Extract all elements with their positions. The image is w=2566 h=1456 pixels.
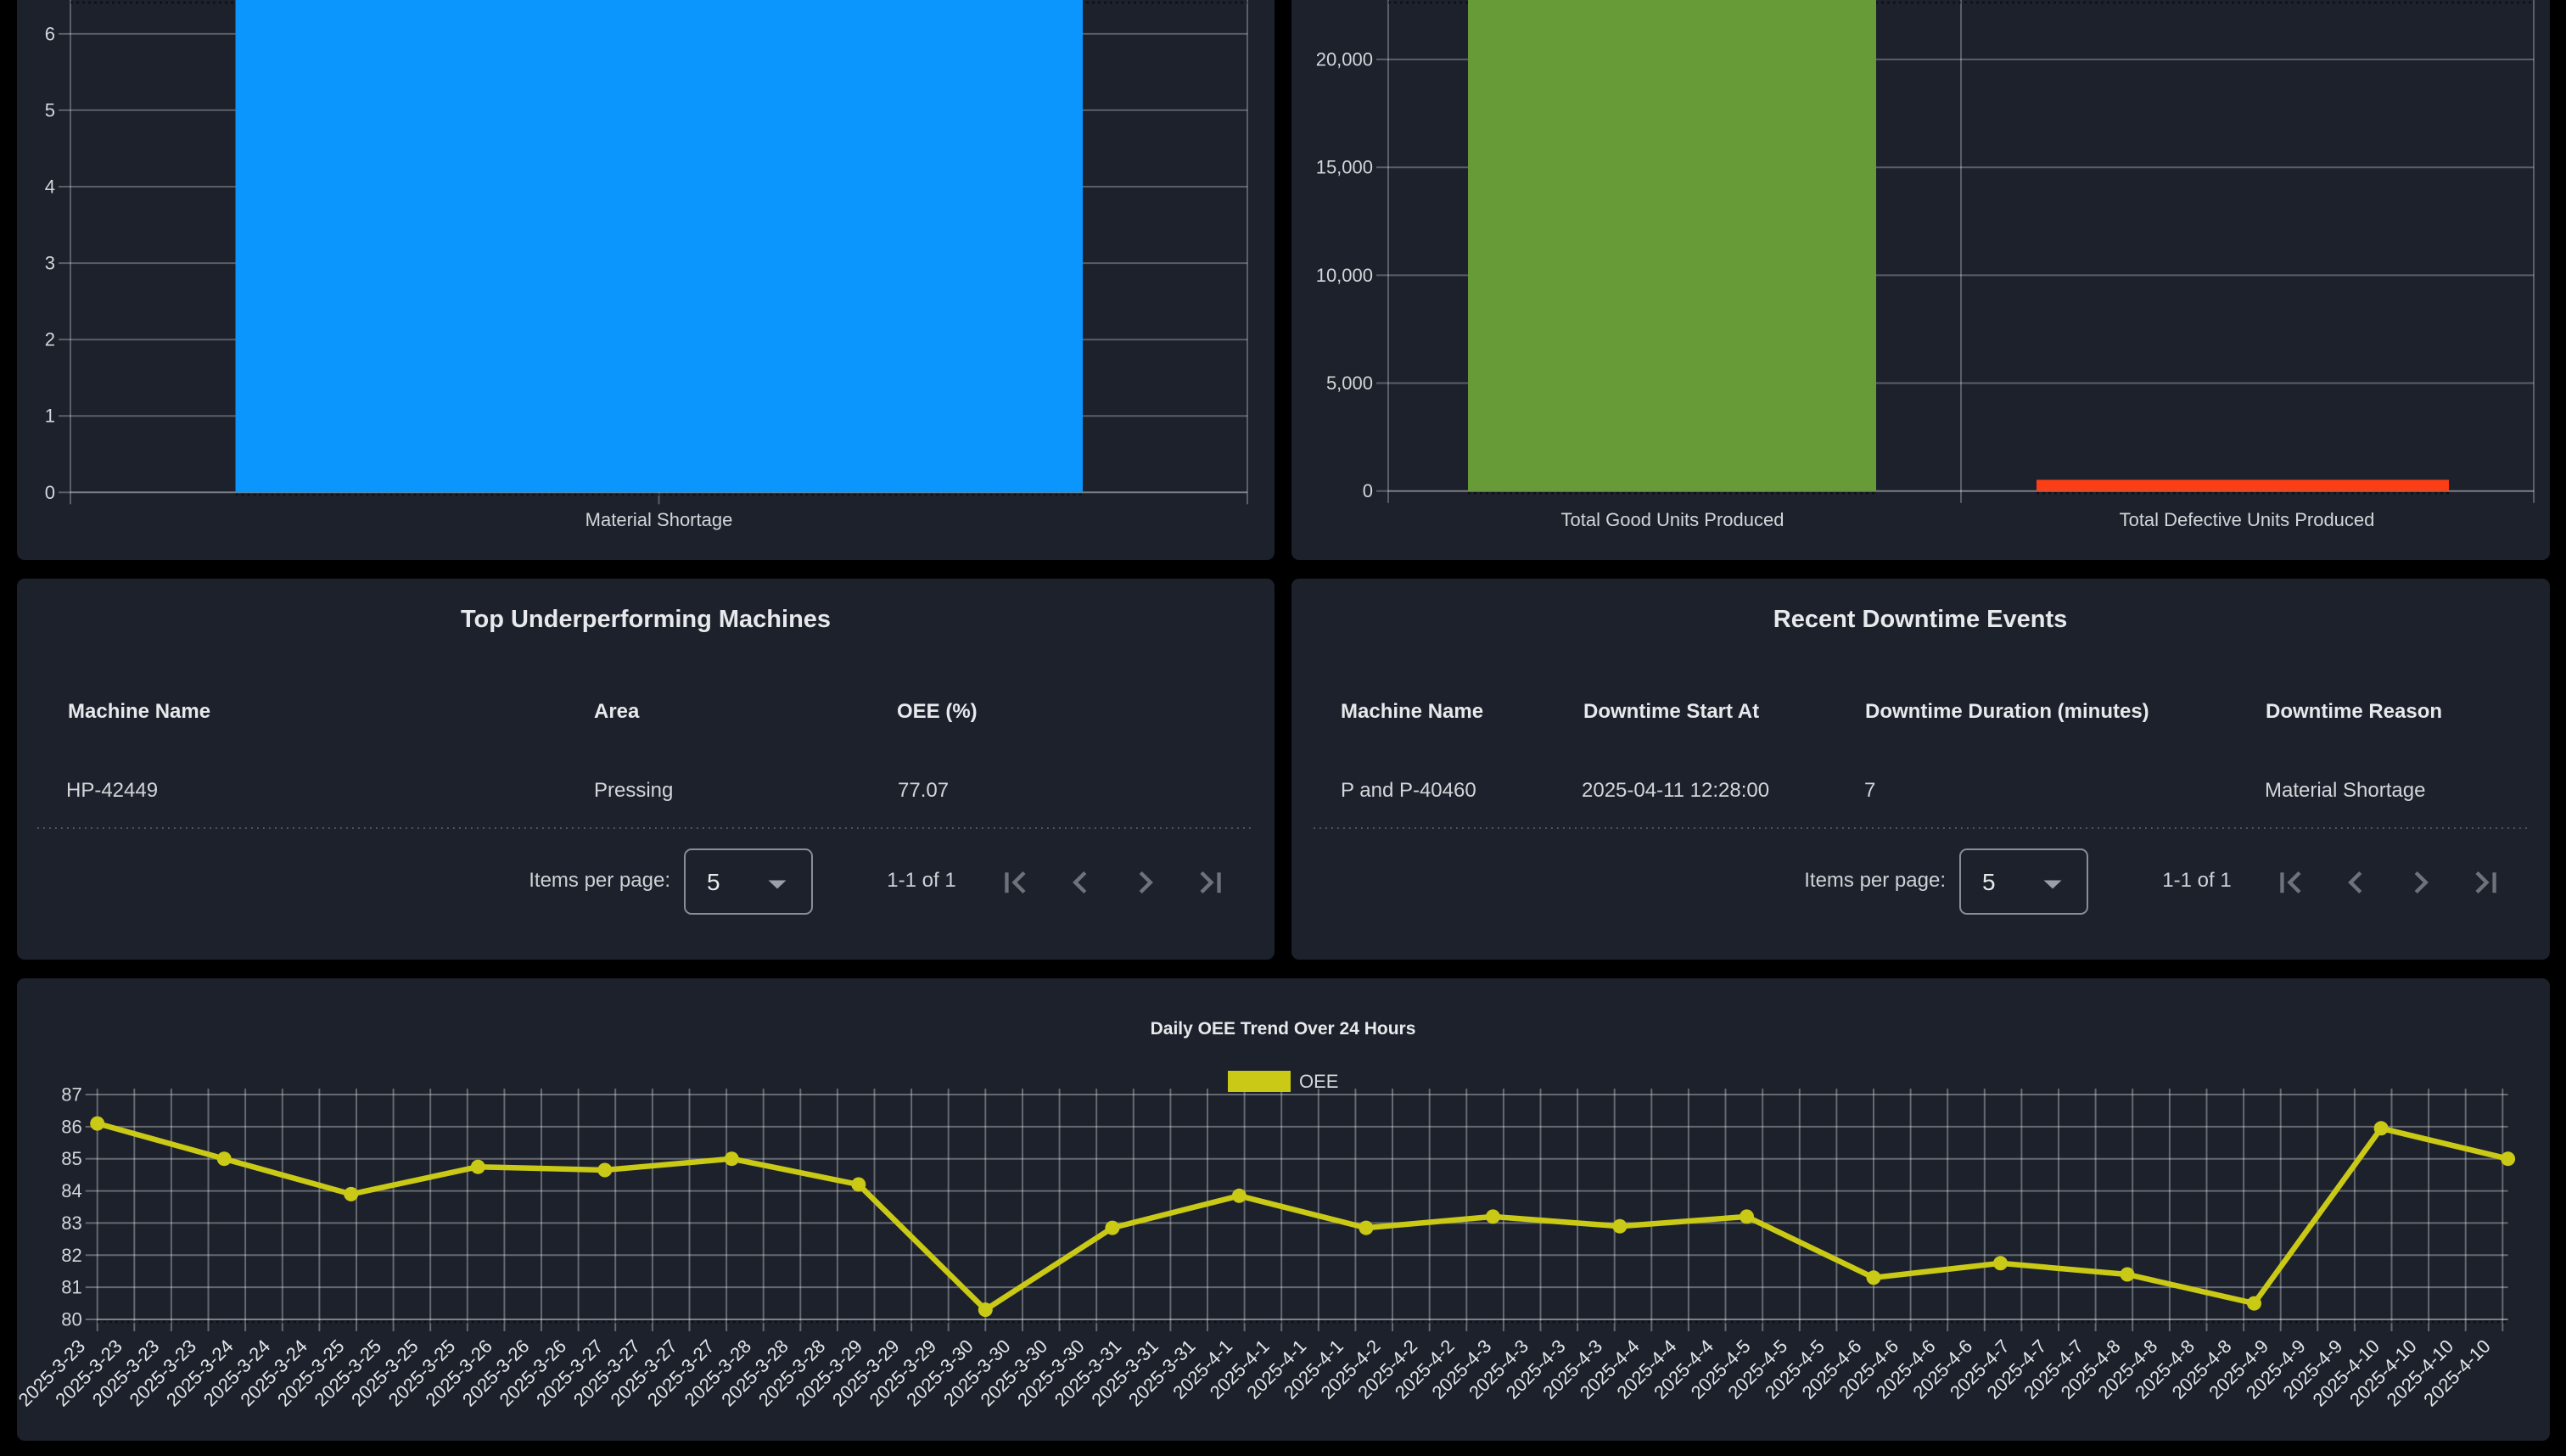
svg-text:87: 87: [61, 1084, 81, 1106]
svg-text:10,000: 10,000: [1316, 265, 1373, 286]
svg-text:3: 3: [45, 253, 55, 274]
svg-text:85: 85: [61, 1148, 81, 1169]
svg-text:80: 80: [61, 1309, 81, 1330]
svg-text:84: 84: [61, 1180, 81, 1201]
svg-text:0: 0: [1363, 480, 1373, 501]
svg-text:Material Shortage: Material Shortage: [585, 509, 733, 530]
svg-text:81: 81: [61, 1277, 81, 1298]
svg-text:86: 86: [61, 1116, 81, 1137]
svg-text:Total Good Units Produced: Total Good Units Produced: [1561, 509, 1784, 530]
svg-text:6: 6: [45, 23, 55, 44]
svg-text:83: 83: [61, 1212, 81, 1234]
svg-text:4: 4: [45, 176, 55, 198]
svg-text:5: 5: [45, 99, 55, 120]
svg-text:2: 2: [45, 329, 55, 350]
svg-text:0: 0: [45, 482, 55, 503]
svg-text:15,000: 15,000: [1316, 157, 1373, 178]
svg-text:20,000: 20,000: [1316, 49, 1373, 70]
svg-text:Total Defective Units Produced: Total Defective Units Produced: [2120, 509, 2375, 530]
svg-text:1: 1: [45, 406, 55, 427]
svg-text:82: 82: [61, 1245, 81, 1266]
svg-text:5,000: 5,000: [1326, 372, 1373, 394]
